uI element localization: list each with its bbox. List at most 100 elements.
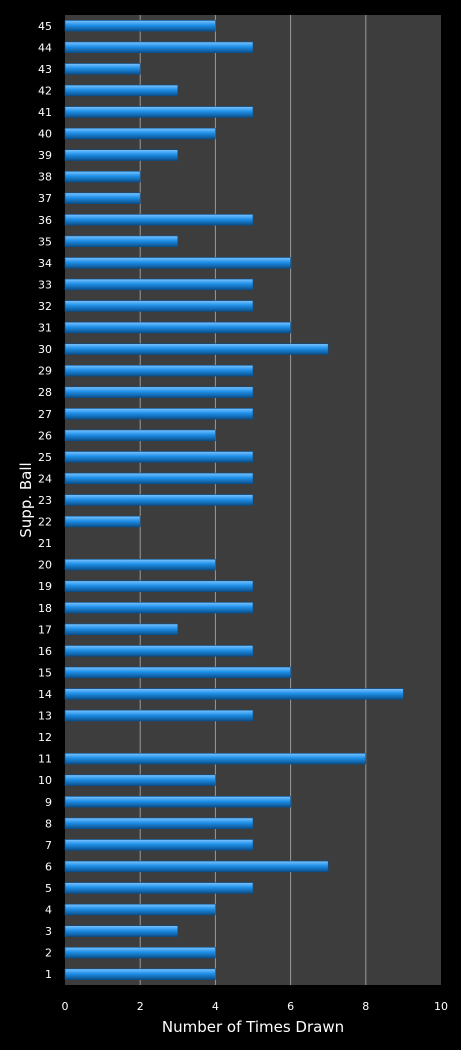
bar-5: [64, 882, 254, 894]
y-tick-label: 24: [38, 472, 52, 485]
y-tick-label: 27: [38, 408, 52, 421]
y-tick-labels: 1234567891011121314151617181920212223242…: [38, 20, 52, 981]
y-tick-label: 35: [38, 235, 52, 248]
y-tick-label: 32: [38, 300, 52, 313]
x-tick-label: 4: [212, 1000, 219, 1013]
y-tick-label: 23: [38, 494, 52, 507]
y-tick-label: 6: [45, 860, 52, 873]
y-tick-label: 2: [45, 947, 52, 960]
y-tick-label: 19: [38, 580, 52, 593]
y-tick-label: 30: [38, 343, 52, 356]
bar-19: [64, 580, 254, 592]
bar-25: [64, 451, 254, 463]
x-tick-label: 2: [137, 1000, 144, 1013]
bar-3: [64, 925, 179, 937]
y-tick-label: 34: [38, 257, 52, 270]
bar-24: [64, 472, 254, 485]
y-tick-label: 33: [38, 278, 52, 291]
bar-20: [64, 558, 216, 571]
x-tick-label: 10: [434, 1000, 448, 1013]
bar-40: [64, 127, 216, 140]
y-tick-label: 9: [45, 796, 52, 809]
bar-9: [64, 796, 291, 808]
bar-38: [64, 170, 141, 183]
y-tick-label: 20: [38, 559, 52, 572]
bar-30: [64, 343, 329, 355]
bar-4: [64, 903, 216, 916]
y-tick-label: 42: [38, 84, 52, 97]
y-tick-label: 3: [45, 925, 52, 938]
x-tick-label: 0: [62, 1000, 69, 1013]
bar-43: [64, 63, 141, 75]
y-tick-label: 13: [38, 710, 52, 723]
y-tick-label: 21: [38, 537, 52, 550]
bar-2: [64, 946, 216, 959]
x-axis-title: Number of Times Drawn: [162, 1018, 344, 1036]
bar-22: [64, 515, 141, 528]
bar-17: [64, 623, 179, 636]
bar-8: [64, 817, 254, 830]
y-tick-label: 36: [38, 214, 52, 227]
bar-44: [64, 41, 254, 54]
bar-42: [64, 84, 179, 97]
bar-36: [64, 214, 254, 226]
bar-23: [64, 494, 254, 506]
bar-29: [64, 364, 254, 377]
y-tick-label: 12: [38, 731, 52, 744]
y-tick-label: 22: [38, 516, 52, 529]
y-axis-title: Supp. Ball: [17, 462, 35, 537]
y-tick-label: 25: [38, 451, 52, 464]
x-tick-labels: 0 2 4 6 8 10: [62, 1000, 449, 1013]
y-tick-label: 39: [38, 149, 52, 162]
y-tick-label: 10: [38, 774, 52, 787]
y-tick-label: 18: [38, 602, 52, 615]
bars: [64, 20, 404, 980]
bar-33: [64, 278, 254, 291]
bar-27: [64, 408, 254, 420]
y-tick-label: 37: [38, 192, 52, 205]
y-tick-label: 7: [45, 839, 52, 852]
bar-10: [64, 774, 216, 786]
bar-31: [64, 321, 291, 334]
bar-18: [64, 602, 254, 614]
y-tick-label: 11: [38, 753, 52, 766]
bar-45: [64, 20, 216, 32]
bar-39: [64, 149, 179, 161]
bar-34: [64, 257, 291, 269]
y-tick-label: 5: [45, 882, 52, 895]
x-tick-label: 8: [362, 1000, 369, 1013]
y-tick-label: 44: [38, 41, 52, 54]
bar-14: [64, 688, 404, 700]
y-tick-label: 14: [38, 688, 52, 701]
bar-26: [64, 429, 216, 442]
bar-35: [64, 235, 179, 248]
bar-41: [64, 106, 254, 118]
y-tick-label: 43: [38, 63, 52, 76]
bar-11: [64, 752, 367, 765]
bar-1: [64, 968, 216, 980]
bar-32: [64, 300, 254, 312]
y-tick-label: 29: [38, 365, 52, 378]
bar-28: [64, 386, 254, 398]
y-tick-label: 45: [38, 20, 52, 33]
bar-15: [64, 666, 291, 679]
y-tick-label: 28: [38, 386, 52, 399]
y-tick-label: 1: [45, 968, 52, 981]
y-tick-label: 8: [45, 817, 52, 830]
y-tick-label: 26: [38, 429, 52, 442]
y-tick-label: 15: [38, 666, 52, 679]
x-tick-label: 6: [287, 1000, 294, 1013]
bar-7: [64, 839, 254, 851]
y-tick-label: 38: [38, 171, 52, 184]
bar-37: [64, 192, 141, 204]
bar-13: [64, 709, 254, 722]
bar-16: [64, 645, 254, 657]
y-tick-label: 31: [38, 322, 52, 335]
y-tick-label: 4: [45, 904, 52, 917]
y-tick-label: 41: [38, 106, 52, 119]
y-tick-label: 17: [38, 623, 52, 636]
y-tick-label: 40: [38, 128, 52, 141]
bar-6: [64, 860, 329, 873]
